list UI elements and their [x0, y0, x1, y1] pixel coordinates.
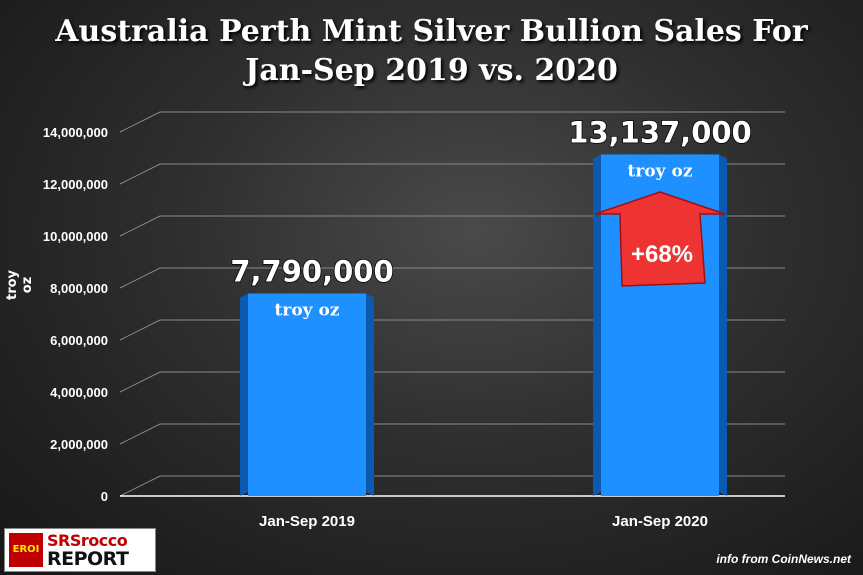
gridline [119, 267, 785, 289]
gridline [119, 371, 785, 393]
gridline [119, 111, 785, 133]
bar-side [366, 293, 374, 496]
y-tick-label: 0 [101, 489, 108, 504]
y-tick-label: 6,000,000 [50, 333, 108, 348]
bar-value-label: 13,137,000 [568, 115, 751, 149]
growth-annotation: +68% [631, 241, 693, 268]
y-tick-label: 2,000,000 [50, 437, 108, 452]
srsrocco-logo: EROI SRSrocco REPORT [4, 528, 156, 572]
bar-side [240, 293, 248, 496]
gridline [119, 423, 785, 445]
bar [248, 293, 366, 496]
x-tick-label: Jan-Sep 2020 [612, 513, 708, 530]
bar-side [593, 154, 601, 497]
bar-side [719, 154, 727, 497]
gridline [119, 475, 785, 497]
gridline [119, 163, 785, 185]
y-tick-label: 4,000,000 [50, 385, 108, 400]
y-tick-label: 8,000,000 [50, 281, 108, 296]
bar-unit-label: troy oz [275, 300, 340, 320]
bar-unit-label: troy oz [628, 161, 693, 181]
logo-line-1: SRSrocco [47, 531, 128, 550]
logo-line-2: REPORT [47, 548, 129, 570]
gridline [119, 319, 785, 341]
x-tick-label: Jan-Sep 2019 [259, 513, 355, 530]
gridline [119, 215, 785, 237]
chart-title: Australia Perth Mint Silver Bullion Sale… [0, 12, 863, 90]
y-tick-label: 10,000,000 [43, 229, 108, 244]
title-line-1: Australia Perth Mint Silver Bullion Sale… [55, 14, 808, 49]
y-axis-label: troy oz [5, 269, 35, 300]
y-tick-label: 12,000,000 [43, 177, 108, 192]
growth-arrow [594, 191, 726, 287]
title-line-2: Jan-Sep 2019 vs. 2020 [245, 53, 618, 88]
logo-badge: EROI [9, 533, 43, 567]
bar-value-label: 7,790,000 [230, 254, 393, 288]
y-tick-label: 14,000,000 [43, 125, 108, 140]
source-note: info from CoinNews.net [716, 552, 851, 566]
